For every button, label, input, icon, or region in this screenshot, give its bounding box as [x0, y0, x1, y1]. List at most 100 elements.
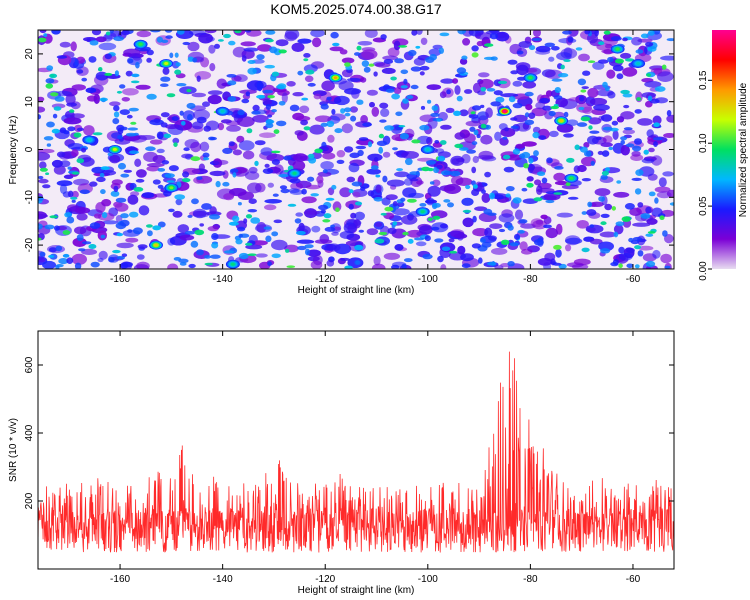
spectrogram-texture-cell [169, 52, 174, 59]
spectrogram-texture-cell [468, 114, 479, 119]
spectrogram-texture-cell [248, 198, 257, 204]
spectrogram-texture-cell [601, 170, 610, 176]
spectrogram-texture-cell [213, 159, 229, 165]
spectrogram-texture-cell [584, 30, 591, 35]
spectrogram-texture-cell [523, 163, 529, 169]
spectrogram-texture-cell [279, 185, 288, 190]
spectrogram-texture-cell [369, 101, 375, 108]
spectrogram-texture-cell [83, 125, 95, 136]
spectrogram-texture-cell [100, 166, 110, 171]
spectrogram-texture-cell [587, 135, 599, 145]
spectrogram-texture-cell [160, 76, 171, 82]
spectrogram-texture-cell [596, 43, 612, 51]
spectrogram-texture-cell [256, 222, 267, 233]
spectrogram-texture-cell [658, 177, 667, 188]
spectrogram-texture-cell [278, 49, 287, 54]
spectrogram-texture-cell [86, 38, 91, 43]
spectrogram-texture-cell [652, 115, 662, 125]
spectrogram-texture-cell [587, 60, 596, 63]
spectrogram-texture-cell [222, 181, 230, 187]
spectrogram-texture-cell [311, 151, 322, 160]
spectrogram-texture-cell [207, 94, 222, 105]
spectrogram-texture-cell [43, 136, 54, 141]
spectrogram-texture-cell [464, 89, 473, 94]
spectrogram-texture-cell [71, 253, 88, 265]
spectrogram-texture-cell [620, 52, 632, 59]
snr-y-ticks: 200 400 600 [24, 356, 674, 509]
spectrogram-texture-cell [542, 105, 552, 111]
spectrogram-texture-cell [590, 201, 604, 207]
spectrogram-texture-cell [624, 58, 635, 62]
spectrogram-texture-cell [460, 253, 474, 262]
spectrogram-texture-cell [600, 174, 608, 180]
spectrogram-texture-cell [127, 194, 139, 205]
spectrogram-texture-cell [432, 202, 441, 208]
spectrogram-texture-cell [380, 34, 387, 40]
spectrogram-texture-cell [485, 107, 493, 118]
spectrogram-texture-cell [645, 206, 652, 214]
x-tick-label: -80 [523, 274, 538, 285]
spectrogram-texture-cell [514, 209, 524, 220]
spectrogram-texture-cell [566, 119, 579, 126]
spectrogram-texture-cell [98, 67, 103, 72]
spectrogram-texture-cell [271, 239, 288, 251]
spectrogram-texture-cell [312, 37, 322, 48]
spectrogram-texture-cell [454, 132, 466, 140]
spectrogram-texture-cell [115, 197, 127, 203]
spectrogram-texture-cell [538, 135, 547, 141]
spectrogram-texture-cell [265, 30, 276, 35]
spectrogram-texture-cell [190, 156, 201, 162]
spectrogram-texture-cell [100, 234, 106, 239]
spectrogram-texture-cell [495, 31, 510, 42]
spectrogram-texture-cell [116, 242, 134, 249]
spectrogram-texture-cell [348, 162, 360, 173]
spectrogram-texture-cell [488, 235, 497, 241]
spectrogram-texture-cell [292, 112, 305, 121]
spectrogram-texture-cell [132, 53, 142, 61]
spectrogram-texture-cell [632, 145, 642, 152]
spectrogram-texture-cell [361, 60, 370, 67]
spectrogram-texture-cell [70, 41, 77, 52]
spectrogram-texture-cell [76, 69, 84, 74]
spectrogram-texture-cell [167, 263, 179, 269]
spectrogram-texture-cell [323, 213, 332, 219]
spectrogram-texture-cell [247, 253, 257, 256]
spectrogram-hotspot [502, 109, 507, 113]
spectrogram-texture-cell [580, 116, 591, 122]
spectrogram-texture-cell [89, 181, 98, 187]
spectrogram-texture-cell [548, 110, 556, 117]
spectrogram-texture-cell [187, 114, 193, 121]
spectrogram-texture-cell [554, 166, 564, 170]
spectrogram-texture-cell [344, 62, 351, 67]
spectrogram-texture-cell [55, 245, 63, 252]
spectrogram-texture-cell [292, 92, 304, 97]
spectrogram-texture-cell [375, 174, 381, 178]
spectrogram-texture-cell [171, 116, 179, 122]
spectrogram-texture-cell [399, 133, 409, 140]
spectrogram-texture-cell [251, 240, 268, 246]
spectrogram-texture-cell [552, 262, 562, 266]
spectrogram-texture-cell [596, 136, 602, 141]
spectrogram-texture-cell [548, 56, 555, 62]
x-tick-label: -60 [626, 274, 641, 285]
spectrogram-texture-cell [168, 165, 179, 172]
spectrogram-texture-cell [620, 140, 625, 145]
spectrogram-texture-cell [266, 119, 275, 124]
spectrogram-texture-cell [478, 150, 494, 160]
spectrogram-texture-cell [502, 136, 508, 140]
spectrogram-texture-cell [654, 86, 666, 92]
spectrogram-texture-cell [600, 213, 610, 218]
spectrogram-texture-cell [527, 164, 536, 171]
spectrogram-texture-cell [331, 231, 339, 236]
spectrogram-texture-cell [567, 196, 579, 200]
spectrogram-texture-cell [265, 235, 272, 243]
spectrogram-texture-cell [560, 64, 565, 70]
spectrogram-texture-cell [537, 171, 546, 176]
spectrogram-texture-cell [411, 139, 421, 144]
spectrogram-texture-cell [288, 188, 300, 194]
spectrogram-texture-cell [322, 152, 336, 160]
spectrogram-texture-cell [454, 85, 461, 95]
spectrogram-texture-cell [426, 84, 442, 90]
spectrogram-texture-cell [322, 219, 331, 223]
spectrogram-texture-cell [283, 155, 292, 161]
